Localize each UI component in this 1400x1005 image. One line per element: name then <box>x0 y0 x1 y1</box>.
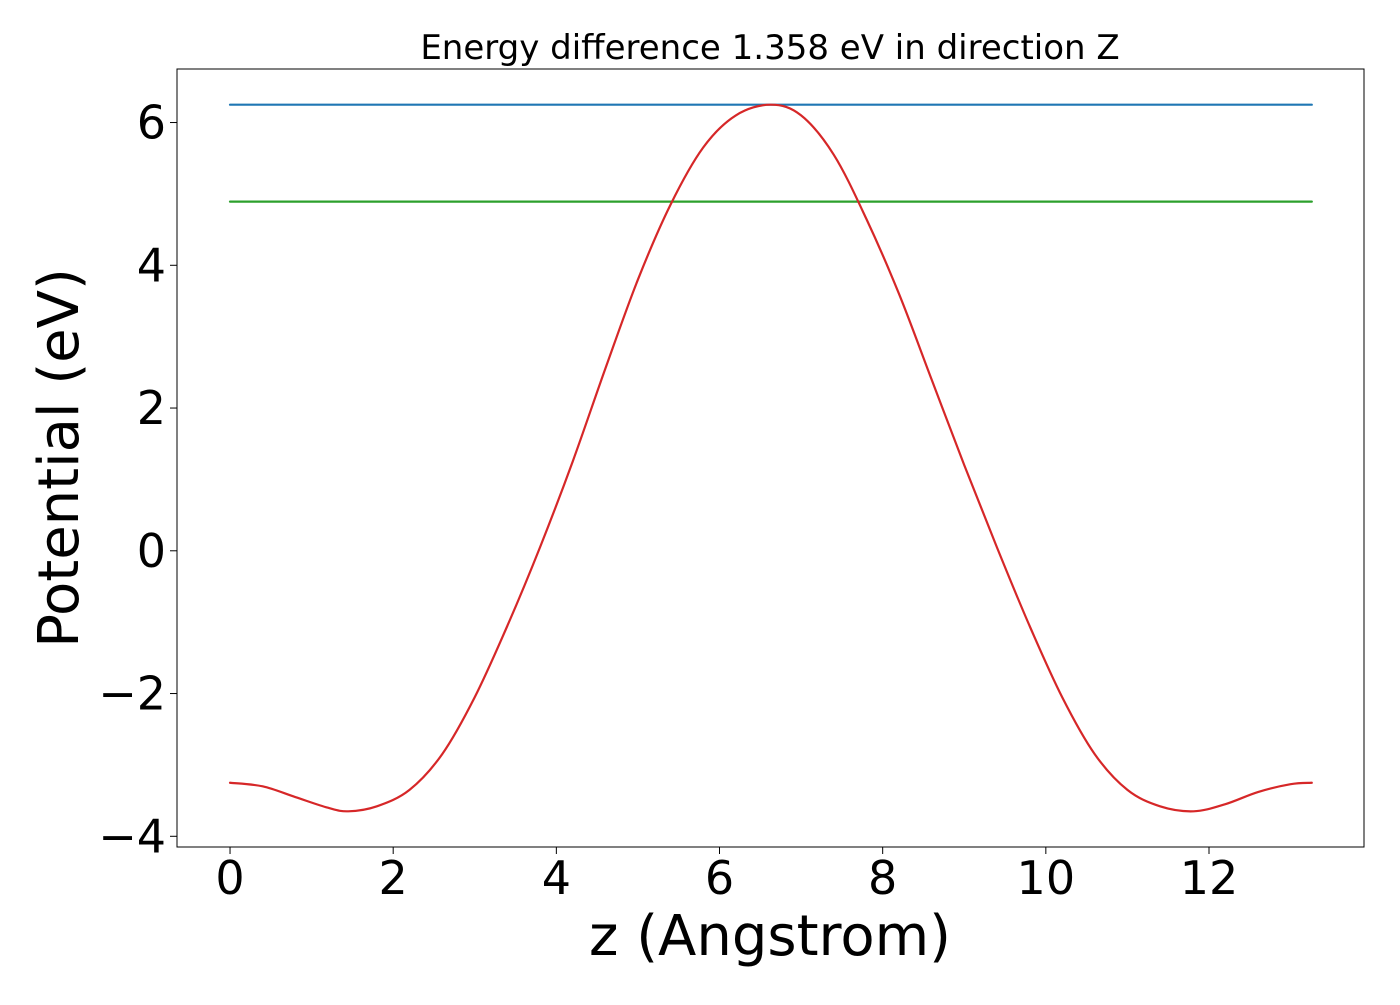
y-tick-label: 4 <box>137 238 166 292</box>
x-tick-label: 8 <box>868 851 897 905</box>
plot-layer <box>228 103 1313 813</box>
y-tick-label: 0 <box>137 524 166 578</box>
y-tick-label: −2 <box>98 667 166 721</box>
x-tick-label: 4 <box>542 851 571 905</box>
x-tick-label: 10 <box>1017 851 1076 905</box>
potential-curve-line <box>228 103 1313 813</box>
y-tick-label: 2 <box>137 381 166 435</box>
chart-title: Energy difference 1.358 eV in direction … <box>420 28 1119 68</box>
x-axis-label: z (Angstrom) <box>589 904 951 969</box>
x-tick-label: 2 <box>379 851 408 905</box>
y-tick-label: −4 <box>98 809 166 863</box>
axes-frame <box>176 68 1365 848</box>
y-tick-label: 6 <box>137 96 166 150</box>
x-tick-label: 6 <box>705 851 734 905</box>
y-axis-label: Potential (eV) <box>27 268 92 648</box>
y-axis-ticks: −4 −2 0 2 4 6 <box>98 96 177 863</box>
x-tick-label: 12 <box>1180 851 1239 905</box>
x-tick-label: 0 <box>215 851 244 905</box>
x-axis-ticks: 0 2 4 6 8 10 12 <box>215 847 1238 905</box>
